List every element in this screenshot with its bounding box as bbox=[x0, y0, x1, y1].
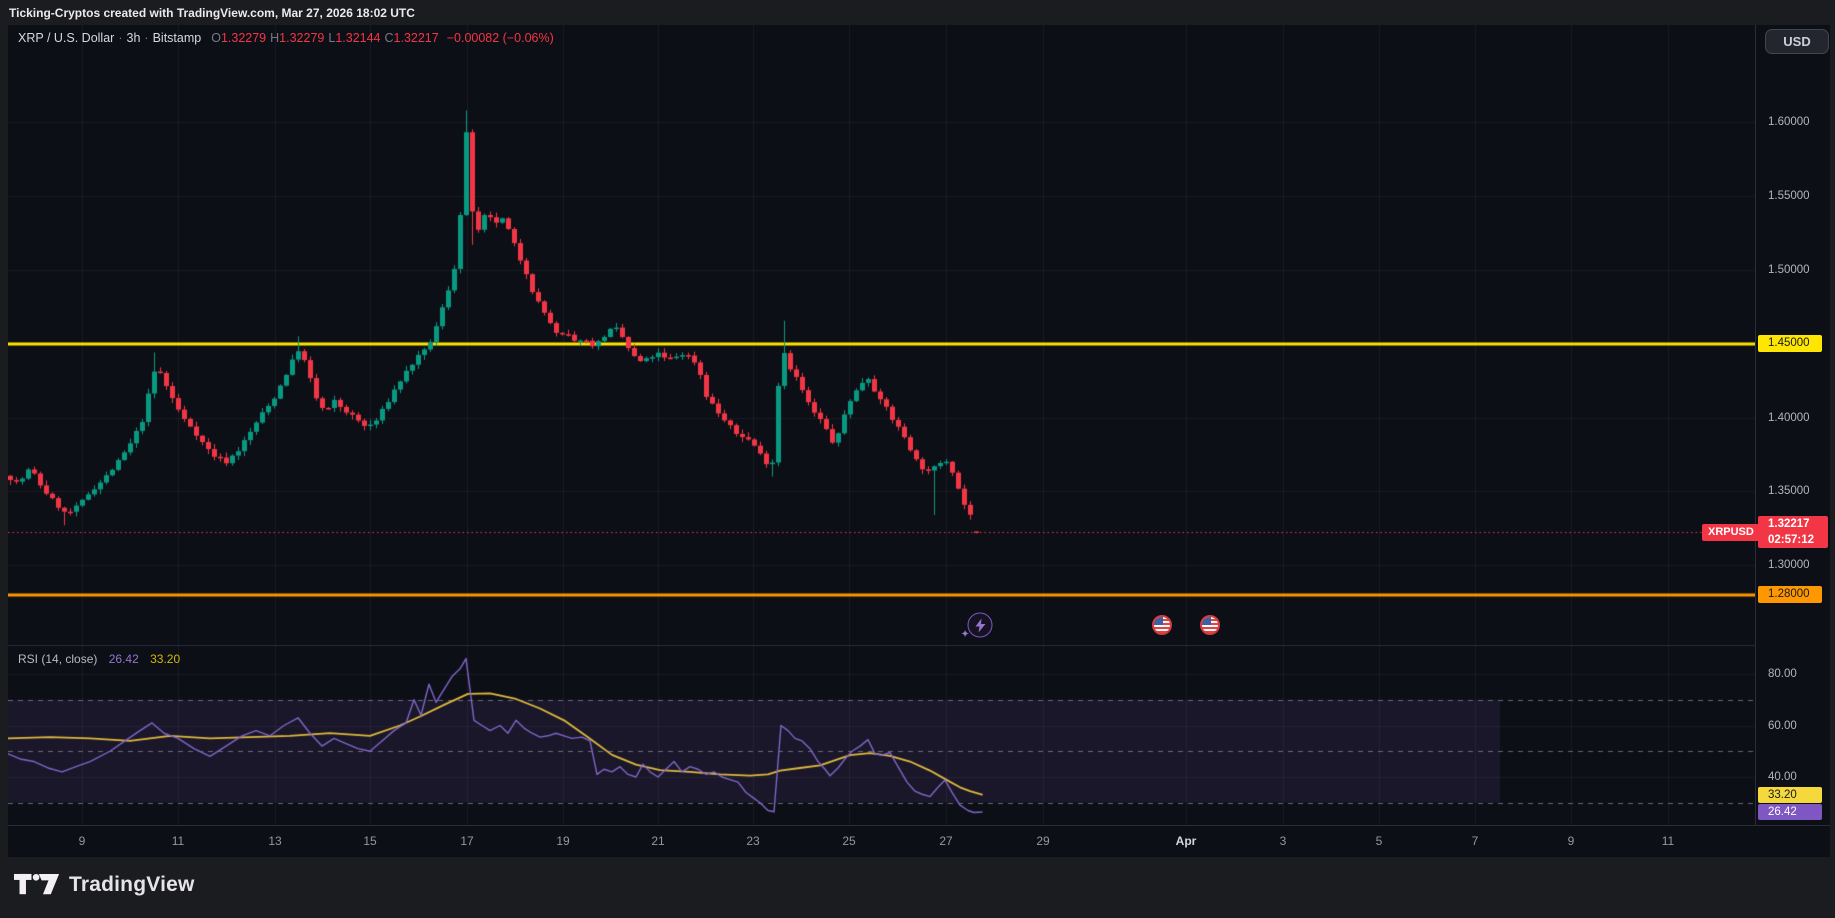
price-scale[interactable]: 1.60000 1.55000 1.50000 1.40000 1.35000 1.300… bbox=[1757, 25, 1830, 825]
rsi-title: RSI bbox=[18, 652, 39, 666]
rsi-value-badge: 26.42 bbox=[1758, 803, 1822, 820]
ohlc-label: C bbox=[384, 31, 394, 45]
ohlc-label: H bbox=[270, 31, 280, 45]
tradingview-logo-icon bbox=[14, 873, 60, 895]
price-axis-label: 1.35000 bbox=[1768, 485, 1810, 498]
time-axis-label: 17 bbox=[460, 834, 474, 848]
rsi-value-badge: 33.20 bbox=[1758, 786, 1822, 803]
us-economic-event-icon[interactable] bbox=[1152, 615, 1172, 635]
rsi-legend[interactable]: RSI (14, close) 26.42 33.20 bbox=[18, 652, 180, 666]
time-axis-label: 27 bbox=[939, 834, 953, 848]
rsi-ma-value: 33.20 bbox=[150, 652, 181, 666]
rsi-axis-label: 60.00 bbox=[1768, 719, 1797, 732]
us-flag-icon bbox=[1152, 615, 1172, 635]
time-axis-label: Apr bbox=[1175, 834, 1197, 848]
price-level-badge: 1.28000 bbox=[1758, 586, 1822, 604]
legend-separator-2: · bbox=[144, 31, 149, 45]
price-axis-label: 1.30000 bbox=[1768, 559, 1810, 572]
exchange-label[interactable]: Bitstamp bbox=[152, 31, 202, 45]
price-axis-label: 1.60000 bbox=[1768, 116, 1810, 129]
ohlc-value: 1.32279 bbox=[220, 31, 267, 45]
price-scale-border bbox=[1755, 25, 1756, 825]
time-scale[interactable]: 9 11 13 15 17 19 21 23 25 27 29 Apr 3 5 7 9 11 bbox=[8, 825, 1830, 858]
ohlc-value: 1.32217 bbox=[393, 31, 439, 45]
rsi-value: 26.42 bbox=[108, 652, 139, 666]
candlestick-chart-canvas[interactable] bbox=[8, 25, 1755, 825]
tradingview-logo[interactable]: TradingView bbox=[14, 871, 195, 899]
watermark-title: Ticking-Cryptos created with TradingView… bbox=[9, 6, 415, 20]
currency-toggle-button[interactable]: USD bbox=[1765, 29, 1829, 54]
time-axis-label: 5 bbox=[1375, 834, 1383, 848]
symbol-legend[interactable]: XRP / U.S. Dollar · 3h · Bitstamp O1.32279 H1.… bbox=[18, 31, 554, 45]
sparkle-icon: ✦ bbox=[960, 628, 970, 641]
lightning-icon bbox=[967, 612, 993, 638]
ohlc-values: O1.32279 H1.32279 L1.32144 C1.32217 bbox=[211, 31, 443, 45]
price-axis-label: 1.55000 bbox=[1768, 190, 1810, 203]
rsi-axis-label: 40.00 bbox=[1768, 771, 1797, 783]
tradingview-logo-text: TradingView bbox=[69, 873, 195, 896]
time-axis-label: 7 bbox=[1471, 834, 1479, 848]
us-economic-event-icon[interactable] bbox=[1200, 615, 1220, 635]
time-axis-label: 11 bbox=[1661, 834, 1675, 848]
time-axis-label: 9 bbox=[78, 834, 86, 848]
time-axis-label: 25 bbox=[842, 834, 856, 848]
time-axis-label: 11 bbox=[171, 834, 185, 848]
last-price-symbol-tag: XRPUSD bbox=[1702, 523, 1760, 541]
time-axis-label: 21 bbox=[651, 834, 665, 848]
interval-label[interactable]: 3h bbox=[126, 31, 141, 45]
price-axis-label: 1.50000 bbox=[1768, 263, 1810, 276]
time-axis-label: 29 bbox=[1036, 834, 1050, 848]
symbol-name[interactable]: XRP / U.S. Dollar bbox=[18, 31, 115, 45]
legend-separator-1: · bbox=[118, 31, 123, 45]
time-axis-label: 13 bbox=[268, 834, 282, 848]
rsi-params: (14, close) bbox=[41, 652, 98, 666]
change-value: −0.00082 (−0.06%) bbox=[446, 31, 554, 45]
time-axis-label: 23 bbox=[746, 834, 760, 848]
flash-icon[interactable]: ✦ bbox=[961, 612, 993, 641]
bar-countdown: 02:57:12 bbox=[1768, 534, 1815, 547]
time-axis-label: 19 bbox=[556, 834, 570, 848]
ohlc-value: 1.32144 bbox=[335, 31, 381, 45]
ohlc-value: 1.32279 bbox=[279, 31, 325, 45]
rsi-axis-label: 80.00 bbox=[1768, 668, 1797, 680]
ohlc-label: L bbox=[328, 31, 336, 45]
footer-bar: TradingView bbox=[0, 857, 1835, 918]
last-price-badge: 1.32217 02:57:12 bbox=[1758, 516, 1828, 549]
ohlc-label: O bbox=[211, 31, 221, 45]
us-flag-icon bbox=[1200, 615, 1220, 635]
time-axis-label: 3 bbox=[1279, 834, 1287, 848]
last-price-value: 1.32217 bbox=[1768, 518, 1810, 531]
price-level-badge: 1.45000 bbox=[1758, 335, 1822, 353]
chart-container: XRP / U.S. Dollar · 3h · Bitstamp O1.32279 H1.… bbox=[8, 25, 1830, 857]
price-axis-label: 1.40000 bbox=[1768, 411, 1810, 424]
time-axis-label: 9 bbox=[1567, 834, 1575, 848]
time-axis-label: 15 bbox=[363, 834, 377, 848]
